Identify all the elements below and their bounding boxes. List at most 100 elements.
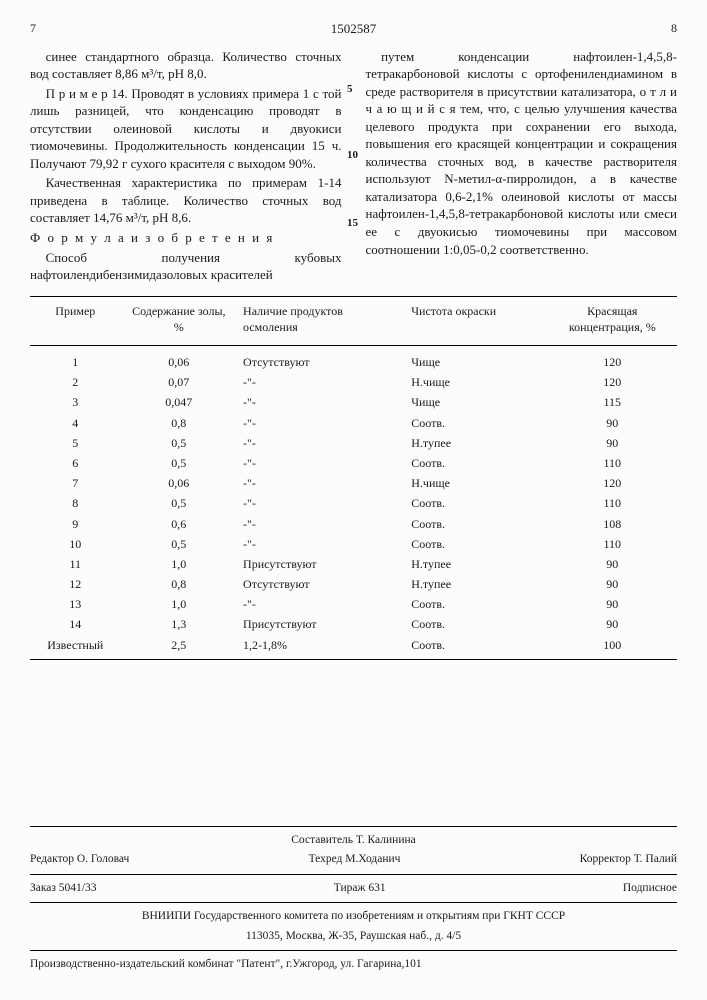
table-cell: 90 [548, 594, 677, 614]
patent-number: 1502587 [36, 20, 671, 38]
table-cell: -"- [237, 433, 405, 453]
table-cell: 1,0 [121, 594, 237, 614]
table-cell: 0,6 [121, 514, 237, 534]
table-cell: Чище [405, 392, 547, 412]
table-cell: 10 [30, 534, 121, 554]
table-row: Известный2,51,2-1,8%Соотв.100 [30, 635, 677, 660]
table-cell: 108 [548, 514, 677, 534]
table-cell: Н.тупее [405, 574, 547, 594]
table-cell: 0,5 [121, 493, 237, 513]
table-cell: 90 [548, 554, 677, 574]
table-cell: -"- [237, 493, 405, 513]
page-right: 8 [671, 20, 677, 38]
table-cell: -"- [237, 514, 405, 534]
th-ash: Содержание золы, % [121, 296, 237, 345]
formula-label: Ф о р м у л а и з о б р е т е н и я [30, 229, 342, 247]
left-p3: Качественная характеристика по примерам … [30, 174, 342, 227]
table-cell: Соотв. [405, 514, 547, 534]
table-row: 30,047-"-Чище115 [30, 392, 677, 412]
subscription: Подписное [623, 881, 677, 897]
table-cell: Присутствуют [237, 554, 405, 574]
table-cell: Н.чище [405, 372, 547, 392]
table-cell: Соотв. [405, 493, 547, 513]
table-cell: 0,8 [121, 413, 237, 433]
circulation: Тираж 631 [334, 881, 386, 897]
table-cell: 90 [548, 433, 677, 453]
footer-block: Составитель Т. Калинина Редактор О. Голо… [30, 826, 677, 973]
table-cell: 1,3 [121, 614, 237, 634]
table-cell: 5 [30, 433, 121, 453]
table-cell: -"- [237, 413, 405, 433]
table-row: 50,5-"-Н.тупее90 [30, 433, 677, 453]
table-cell: 0,5 [121, 433, 237, 453]
table-cell: 1,2-1,8% [237, 635, 405, 660]
line-marker-15: 15 [347, 216, 358, 231]
table-row: 20,07-"-Н.чище120 [30, 372, 677, 392]
table-cell: 110 [548, 534, 677, 554]
table-cell: 13 [30, 594, 121, 614]
table-cell: 9 [30, 514, 121, 534]
table-cell: 100 [548, 635, 677, 660]
org2: Производственно-издательский комбинат "П… [30, 957, 677, 973]
table-cell: -"- [237, 473, 405, 493]
table-cell: Отсутствуют [237, 574, 405, 594]
table-cell: 90 [548, 614, 677, 634]
right-p1: путем конденсации нафтоилен-1,4,5,8-тетр… [366, 48, 678, 259]
table-header-row: Пример Содержание золы, % Наличие продук… [30, 296, 677, 345]
editor: Редактор О. Головач [30, 852, 129, 868]
table-cell: 110 [548, 493, 677, 513]
table-row: 131,0-"-Соотв.90 [30, 594, 677, 614]
table-cell: -"- [237, 534, 405, 554]
results-table: Пример Содержание золы, % Наличие продук… [30, 296, 677, 660]
table-cell: 120 [548, 346, 677, 373]
table-cell: Соотв. [405, 453, 547, 473]
table-cell: 0,047 [121, 392, 237, 412]
table-cell: Н.чище [405, 473, 547, 493]
table-cell: 4 [30, 413, 121, 433]
table-cell: 0,8 [121, 574, 237, 594]
table-cell: 3 [30, 392, 121, 412]
corrector: Корректор Т. Палий [580, 852, 677, 868]
table-row: 10,06ОтсутствуютЧище120 [30, 346, 677, 373]
page-header: 7 1502587 8 [30, 20, 677, 38]
tech-editor: Техред М.Ходанич [309, 852, 401, 868]
table-cell: 2,5 [121, 635, 237, 660]
left-p1: синее стандартного образца. Количество с… [30, 48, 342, 83]
table-cell: 12 [30, 574, 121, 594]
table-row: 40,8-"-Соотв.90 [30, 413, 677, 433]
table-cell: Н.тупее [405, 554, 547, 574]
table-cell: -"- [237, 372, 405, 392]
table-cell: 6 [30, 453, 121, 473]
table-row: 141,3ПрисутствуютСоотв.90 [30, 614, 677, 634]
table-cell: Чище [405, 346, 547, 373]
th-resin: Наличие продуктов осмоления [237, 296, 405, 345]
table-row: 111,0ПрисутствуютН.тупее90 [30, 554, 677, 574]
table-cell: -"- [237, 594, 405, 614]
line-marker-10: 10 [347, 148, 358, 163]
compiler: Составитель Т. Калинина [30, 833, 677, 849]
table-cell: 0,5 [121, 534, 237, 554]
table-cell: -"- [237, 392, 405, 412]
table-cell: Соотв. [405, 413, 547, 433]
addr1: 113035, Москва, Ж-35, Раушская наб., д. … [30, 929, 677, 945]
table-cell: Известный [30, 635, 121, 660]
table-cell: 14 [30, 614, 121, 634]
table-cell: 0,5 [121, 453, 237, 473]
table-cell: 120 [548, 473, 677, 493]
table-cell: 2 [30, 372, 121, 392]
table-cell: Отсутствуют [237, 346, 405, 373]
table-row: 100,5-"-Соотв.110 [30, 534, 677, 554]
table-cell: 120 [548, 372, 677, 392]
th-conc: Красящая концентрация, % [548, 296, 677, 345]
table-cell: Присутствуют [237, 614, 405, 634]
left-p4: Способ получения кубовых нафтоилендибенз… [30, 249, 342, 284]
table-cell: Соотв. [405, 614, 547, 634]
table-cell: -"- [237, 453, 405, 473]
table-row: 70,06-"-Н.чище120 [30, 473, 677, 493]
body-text-columns: синее стандартного образца. Количество с… [30, 48, 677, 284]
table-cell: Соотв. [405, 635, 547, 660]
table-cell: 0,07 [121, 372, 237, 392]
table-cell: 110 [548, 453, 677, 473]
order: Заказ 5041/33 [30, 881, 97, 897]
th-example: Пример [30, 296, 121, 345]
